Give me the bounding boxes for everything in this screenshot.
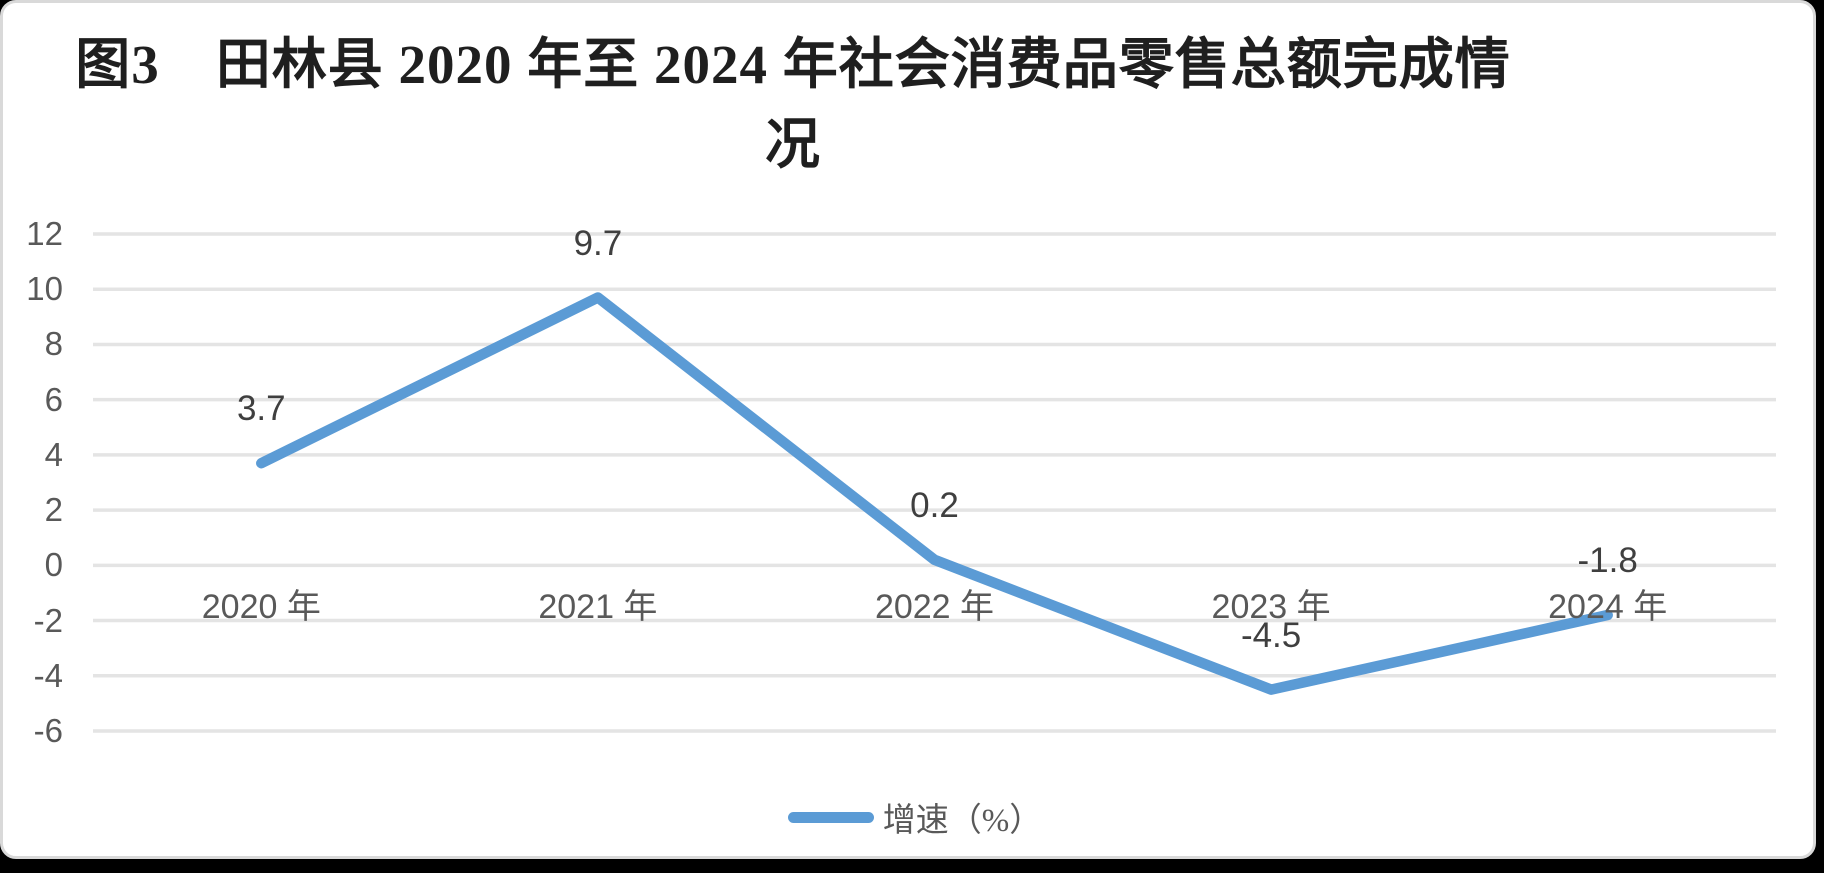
y-tick-label: -4 xyxy=(33,656,63,694)
data-label: -4.5 xyxy=(1240,615,1302,655)
chart-title-line-2: 况 xyxy=(764,114,821,175)
y-tick-label: 4 xyxy=(44,435,63,473)
y-tick-label: 10 xyxy=(26,270,63,308)
data-label: 0.2 xyxy=(910,485,959,525)
data-label: 9.7 xyxy=(573,223,623,263)
y-tick-label: 6 xyxy=(44,380,63,418)
y-tick-label: 8 xyxy=(44,325,63,363)
x-axis-label: 2022 年 xyxy=(874,588,995,627)
x-axis-label: 2023 年 xyxy=(1211,588,1331,627)
chart-title-line-1: 图3 田林县 2020 年至 2024 年社会消费品零售总额完成情 xyxy=(75,34,1511,95)
legend-label: 增速（%） xyxy=(882,803,1043,839)
y-tick-label: -6 xyxy=(33,712,63,749)
x-axis-label: 2021 年 xyxy=(538,588,658,627)
y-tick-label: -2 xyxy=(33,601,63,639)
data-label: -1.8 xyxy=(1577,541,1638,581)
series-line xyxy=(256,292,1613,695)
chart-canvas: 图3 田林县 2020 年至 2024 年社会消费品零售总额完成情 况 12 10… xyxy=(0,0,1816,859)
plot-area: 12 10 8 6 4 2 0 -2 -4 -6 2020 年 2021 年 2022 年 2023 年 2… xyxy=(3,3,1824,873)
x-axis-label: 2024 年 xyxy=(1548,588,1668,627)
y-tick-label: 0 xyxy=(44,546,63,584)
legend: 增速（%） xyxy=(3,793,1824,841)
chart-title: 图3 田林县 2020 年至 2024 年社会消费品零售总额完成情 况 xyxy=(3,25,1583,185)
y-tick-label: 12 xyxy=(26,215,63,252)
legend-line-swatch-icon xyxy=(787,811,874,823)
data-label: 3.7 xyxy=(236,389,286,429)
chart-svg xyxy=(93,232,1776,733)
x-axis-label: 2020 年 xyxy=(201,588,321,627)
y-tick-label: 2 xyxy=(44,491,63,529)
